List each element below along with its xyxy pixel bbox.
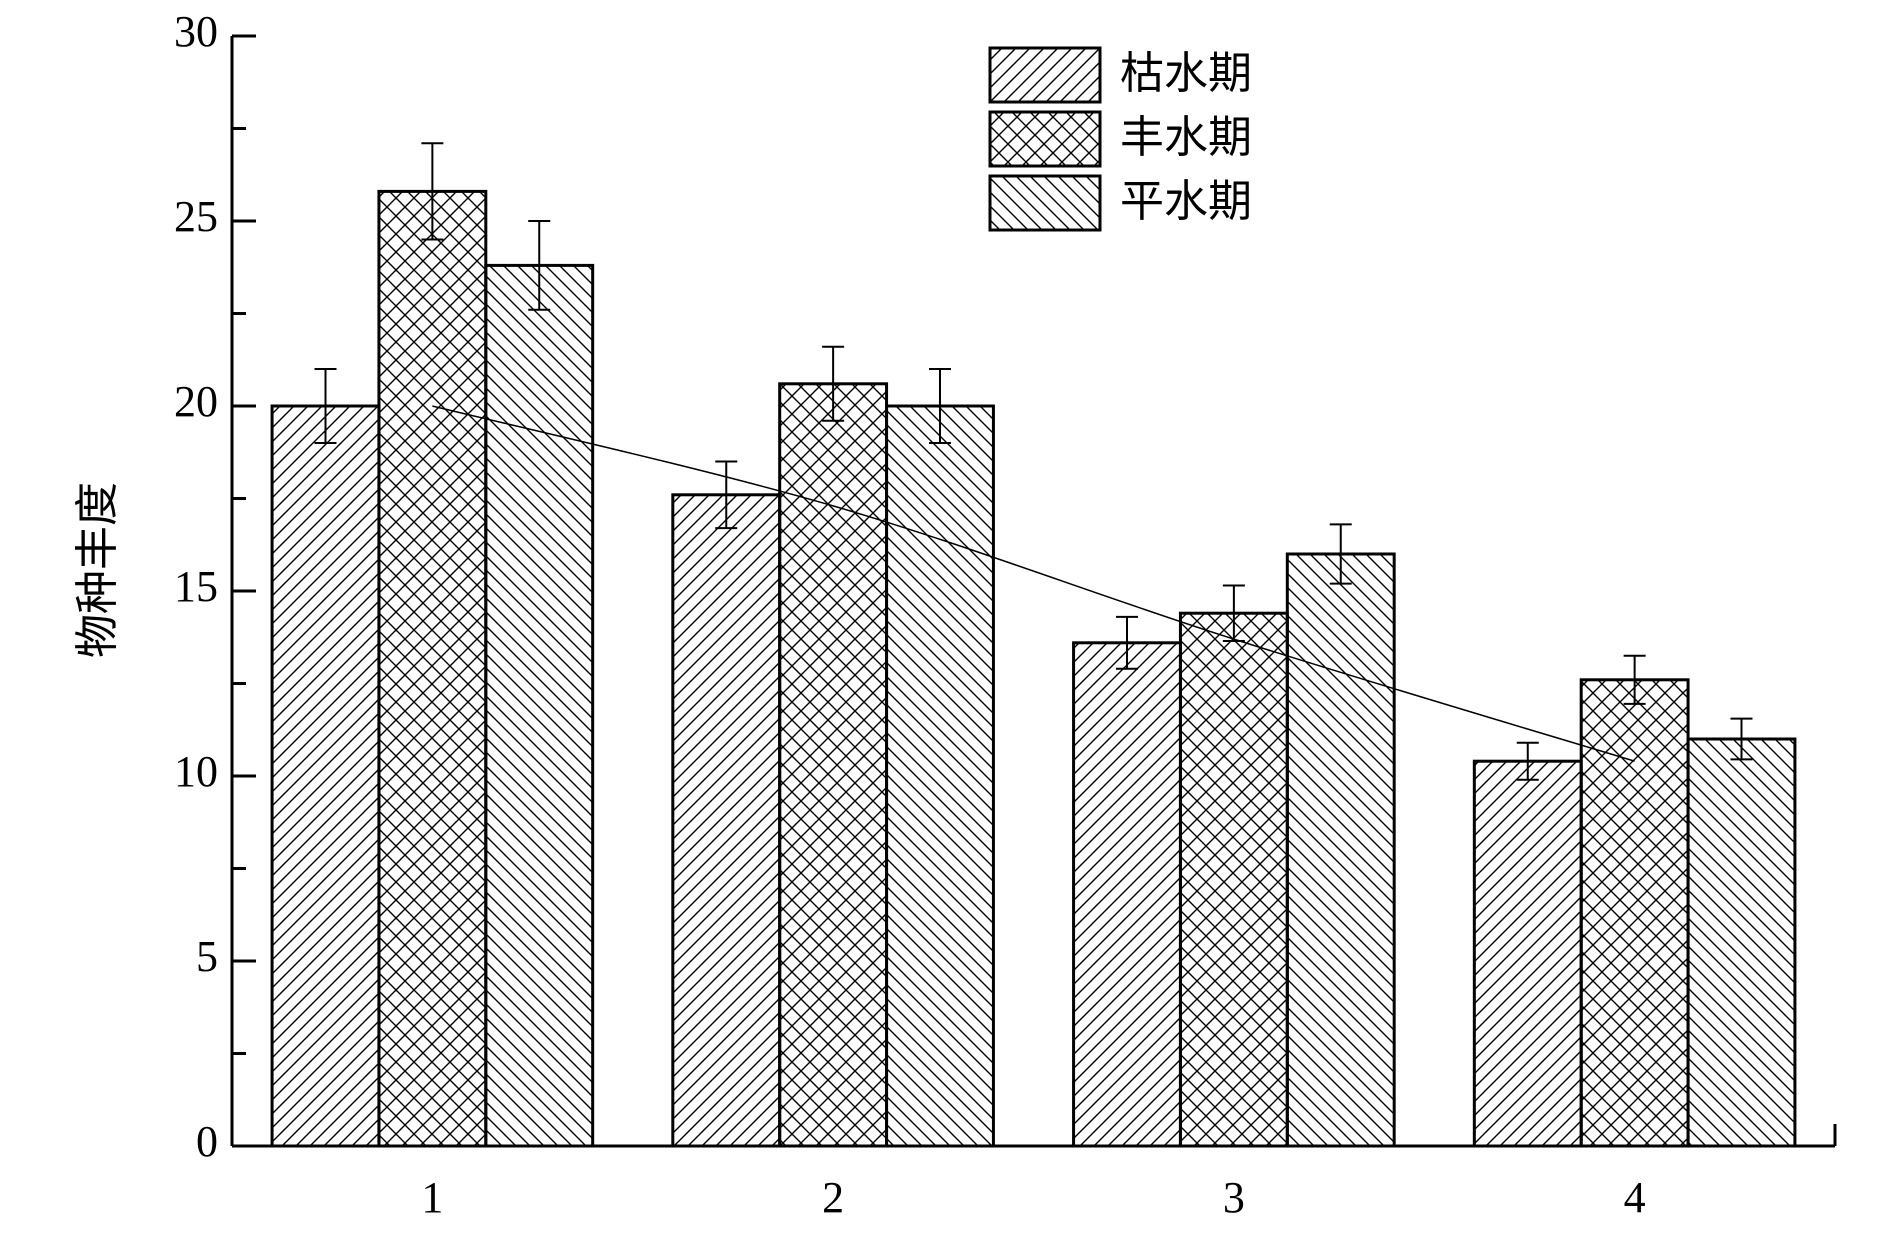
- bar: [484, 263, 595, 1148]
- error-bar: [928, 368, 951, 444]
- error-bar: [1623, 654, 1646, 705]
- error-bar: [1116, 615, 1139, 670]
- y-tick-label: 10: [174, 747, 218, 796]
- y-tick-label: 15: [174, 562, 218, 611]
- bar: [1072, 641, 1182, 1148]
- y-tick-label: 20: [174, 377, 218, 426]
- x-tick-label: 4: [1624, 1173, 1646, 1222]
- legend-swatch: [988, 46, 1102, 104]
- bar: [1285, 552, 1396, 1148]
- trend-line: [432, 405, 1635, 762]
- bar: [1686, 737, 1797, 1148]
- error-bar: [421, 142, 444, 241]
- y-tick-label: 5: [196, 932, 218, 981]
- legend-label: 枯水期: [1120, 48, 1252, 99]
- x-tick-label: 3: [1223, 1173, 1245, 1222]
- y-tick-label: 30: [174, 7, 218, 56]
- x-tick-label: 2: [822, 1173, 844, 1222]
- bar: [270, 404, 381, 1148]
- bar: [671, 493, 782, 1148]
- x-tick-label: 1: [421, 1173, 443, 1222]
- error-bar: [1329, 523, 1352, 585]
- legend-swatch: [988, 110, 1102, 168]
- bar: [1472, 759, 1583, 1148]
- error-bar: [1516, 741, 1539, 781]
- y-tick-label: 25: [174, 192, 218, 241]
- error-bar: [528, 220, 551, 311]
- error-bar: [822, 345, 845, 422]
- error-bar: [715, 460, 738, 530]
- bar: [377, 189, 488, 1148]
- legend-swatch: [988, 174, 1102, 232]
- error-bar: [314, 368, 337, 444]
- y-axis-label: 物种丰度: [72, 482, 123, 658]
- y-tick-label: 0: [196, 1117, 218, 1166]
- bar: [778, 382, 889, 1148]
- bar: [1178, 611, 1289, 1148]
- legend-label: 丰水期: [1120, 112, 1252, 163]
- error-bar: [1730, 717, 1753, 761]
- legend-label: 平水期: [1120, 176, 1252, 227]
- bar: [885, 404, 995, 1148]
